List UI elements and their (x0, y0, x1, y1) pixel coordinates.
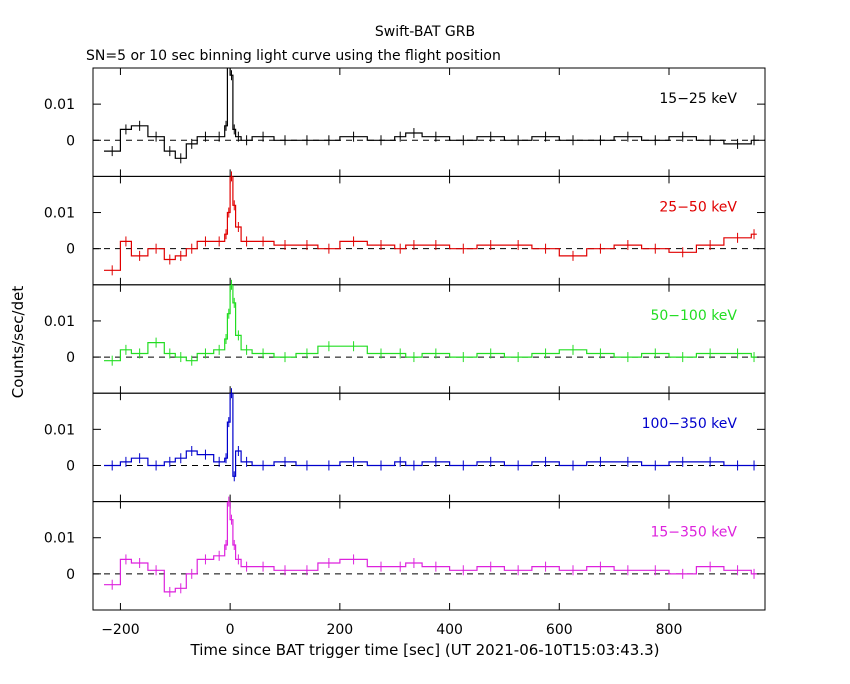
panel-0: 0 0.01 15−25 keV (44, 67, 766, 177)
band-label: 15−25 keV (659, 91, 737, 107)
panels-group: 0 0.01 15−25 keV 0 0.01 25−50 keV 0 0.01 50−100 … (44, 67, 766, 638)
band-label: 25−50 keV (659, 199, 737, 215)
x-tick-label: 200 (326, 622, 353, 638)
y-tick-label: 0.01 (44, 97, 75, 113)
panel-4: 0 0.01 15−350 keV (44, 496, 766, 611)
y-tick-label: 0.01 (44, 206, 75, 222)
band-label: 100−350 keV (642, 416, 738, 432)
y-tick-label: 0.01 (44, 531, 75, 547)
x-axis-label: Time since BAT trigger time [sec] (UT 20… (190, 641, 660, 659)
y-tick-label: 0 (66, 133, 75, 149)
x-tick-label: 800 (656, 622, 683, 638)
y-tick-label: 0 (66, 350, 75, 366)
x-tick-label: 600 (546, 622, 573, 638)
series-line (104, 176, 757, 271)
y-tick-label: 0.01 (44, 314, 75, 330)
series-line (104, 393, 757, 477)
chart-subtitle: SN=5 or 10 sec binning light curve using… (86, 48, 501, 64)
y-tick-label: 0.01 (44, 422, 75, 438)
x-tick-label: 0 (226, 622, 235, 638)
x-tick-label: 400 (436, 622, 463, 638)
series-line (104, 501, 757, 593)
series-line (104, 284, 757, 362)
chart-title: Swift-BAT GRB (375, 24, 475, 40)
panel-frame (92, 501, 766, 611)
band-label: 50−100 keV (650, 308, 737, 324)
x-tick-label: −200 (101, 622, 139, 638)
y-tick-label: 0 (66, 567, 75, 583)
y-axis-label: Counts/sec/det (9, 286, 27, 399)
y-tick-label: 0 (66, 242, 75, 258)
panel-2: 0 0.01 50−100 keV (44, 279, 766, 394)
y-tick-label: 0 (66, 458, 75, 474)
band-label: 15−350 keV (650, 525, 737, 541)
panel-3: 0 0.01 100−350 keV (44, 388, 766, 503)
